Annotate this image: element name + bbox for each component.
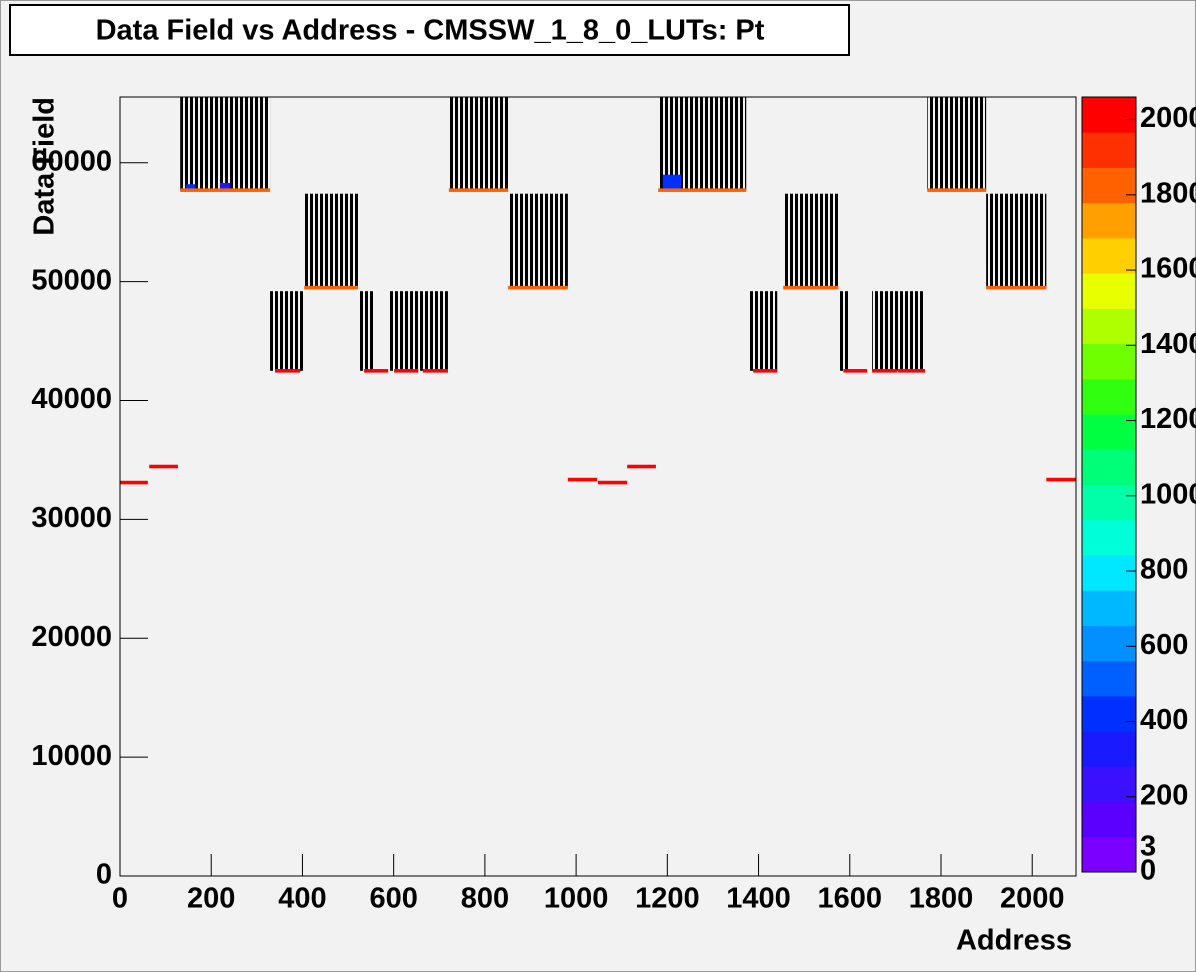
z-tick-label: 1400 <box>1140 328 1196 360</box>
colorbar-band <box>1082 449 1136 485</box>
x-tick-label: 1800 <box>909 883 974 915</box>
y-tick-label: 0 <box>96 859 112 891</box>
cell <box>180 97 271 191</box>
z-tick-label: 2000 <box>1140 102 1196 134</box>
cell <box>662 174 682 191</box>
cell <box>448 97 509 191</box>
cell <box>872 291 926 371</box>
y-tick-label: 30000 <box>31 502 112 534</box>
z-tick-label: 1200 <box>1140 403 1196 435</box>
x-tick-label: 200 <box>187 883 235 915</box>
cell <box>388 291 448 371</box>
colorbar-band <box>1082 766 1136 803</box>
colorbar-band <box>1082 554 1136 591</box>
y-tick-label: 10000 <box>31 740 112 772</box>
chart-title: Data Field vs Address - CMSSW_1_8_0_LUTs… <box>96 15 765 47</box>
colorbar-band <box>1082 590 1136 626</box>
y-tick-label: 20000 <box>31 621 112 653</box>
x-tick-label: 2000 <box>1000 883 1065 915</box>
cell <box>149 464 178 469</box>
colorbar-band <box>1082 132 1136 168</box>
cell <box>872 369 898 373</box>
cell <box>270 291 305 371</box>
cell <box>180 188 271 192</box>
x-tick-label: 1400 <box>726 883 791 915</box>
cell <box>186 184 196 191</box>
colorbar-band <box>1082 378 1136 415</box>
z-tick-label: 0 <box>1140 855 1156 887</box>
y-tick-label: 50000 <box>31 264 112 296</box>
colorbar-band <box>1082 519 1136 556</box>
cell <box>364 369 389 373</box>
z-tick-label: 600 <box>1140 629 1188 661</box>
colorbar-band <box>1082 414 1136 450</box>
title-box <box>9 4 850 56</box>
colorbar-band <box>1082 237 1136 274</box>
cell <box>120 480 148 485</box>
cell <box>304 285 359 290</box>
colorbar-band <box>1082 308 1136 345</box>
z-tick-label: 1600 <box>1140 253 1196 285</box>
cell <box>567 477 598 482</box>
x-axis-title: Address <box>956 925 1072 957</box>
cell <box>927 97 987 191</box>
y-axis-title: Data Field <box>29 97 61 236</box>
colorbar-band <box>1082 273 1136 309</box>
colorbar-band <box>1082 167 1136 204</box>
z-tick-label: 400 <box>1140 704 1188 736</box>
cell <box>448 188 509 192</box>
cell <box>598 480 628 485</box>
cell <box>275 369 301 373</box>
colorbar-band <box>1082 801 1136 838</box>
colorbar-border <box>1081 96 1137 873</box>
colorbar-band <box>1082 625 1136 662</box>
x-tick-label: 1000 <box>544 883 609 915</box>
cell <box>422 369 448 373</box>
cell <box>658 188 747 192</box>
cell <box>843 369 868 373</box>
z-tick-label: 1000 <box>1140 478 1196 510</box>
cell <box>838 291 850 371</box>
x-tick-label: 600 <box>369 883 417 915</box>
cell <box>898 369 926 373</box>
colorbar-band <box>1082 202 1136 239</box>
cell <box>986 193 1047 288</box>
cell <box>219 183 231 191</box>
cell <box>508 285 568 290</box>
colorbar-band <box>1082 695 1136 732</box>
cell <box>783 285 839 290</box>
y-tick-label: 60000 <box>31 145 112 177</box>
x-tick-label: 1600 <box>818 883 883 915</box>
x-tick-label: 0 <box>112 883 128 915</box>
colorbar-band <box>1082 660 1136 697</box>
colorbar-band <box>1082 97 1136 133</box>
cell <box>359 291 375 371</box>
x-tick-label: 1200 <box>635 883 700 915</box>
z-tick-label: 800 <box>1140 554 1188 586</box>
cell <box>1046 477 1076 482</box>
x-tick-label: 800 <box>461 883 509 915</box>
z-exponent: 3 <box>1140 831 1156 863</box>
z-tick-label: 200 <box>1140 779 1188 811</box>
colorbar-band <box>1082 484 1136 521</box>
cell <box>394 369 419 373</box>
cell <box>699 168 713 191</box>
colorbar-band <box>1082 836 1136 873</box>
colorbar-band <box>1082 343 1136 380</box>
cell <box>508 193 568 288</box>
plot-border <box>119 96 1077 877</box>
colorbar-band <box>1082 731 1136 767</box>
cell <box>927 188 987 192</box>
cell <box>304 193 359 288</box>
cell <box>986 285 1047 290</box>
cell <box>783 193 839 288</box>
y-tick-label: 40000 <box>31 383 112 415</box>
cell <box>749 291 778 371</box>
x-tick-label: 400 <box>278 883 326 915</box>
cell <box>627 464 656 469</box>
cell <box>753 369 778 373</box>
z-tick-label: 1800 <box>1140 177 1196 209</box>
plot-frame <box>120 97 1076 876</box>
